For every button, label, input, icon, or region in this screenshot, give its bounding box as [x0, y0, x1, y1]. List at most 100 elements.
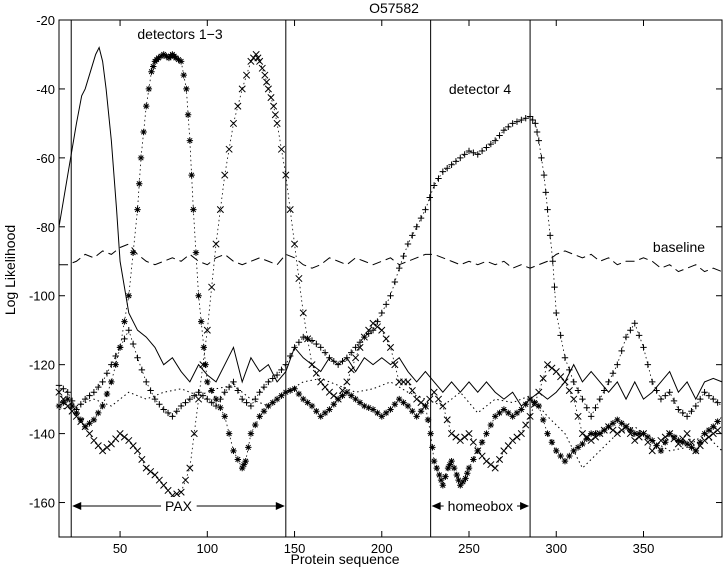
series-detector-3-point: [91, 437, 97, 443]
series-detector-3-point: [488, 461, 494, 467]
series-detector-4-point: [614, 361, 620, 367]
series-detector-2-point: [126, 293, 132, 299]
series-detector-4-point: [121, 336, 127, 342]
series-detector-3-point: [579, 430, 585, 436]
series-detector-2-point: [318, 413, 324, 419]
plot-frame: [59, 20, 722, 537]
series-detector-4-point: [543, 189, 549, 195]
series-detector-2-point: [470, 456, 476, 462]
series-detector-2-point: [566, 453, 572, 459]
series-detector-3-point: [405, 379, 411, 385]
x-tick-label: 50: [113, 541, 127, 556]
series-detector-3-point: [222, 172, 228, 178]
series-detector-3-point: [182, 477, 188, 483]
series-detector-3-point: [632, 437, 638, 443]
series-detector-4-point: [601, 387, 607, 393]
series-detector-2-point: [544, 430, 550, 436]
series-detector-2-point: [313, 408, 319, 414]
series-detector-4-point: [104, 370, 110, 376]
series-detector-2-point: [374, 410, 380, 416]
series-detector-2-point: [138, 155, 144, 161]
series-detector-3-point: [392, 361, 398, 367]
series-detector-4-point: [248, 403, 254, 409]
series-detector-3-point: [259, 65, 265, 71]
series-detector-3-point: [501, 448, 507, 454]
series-detector-3-point: [466, 430, 472, 436]
series-detector-2-point: [434, 465, 440, 471]
series-detector-2-point: [451, 465, 457, 471]
series-detector-2-point: [208, 387, 214, 393]
series-detector-4-point: [541, 172, 547, 178]
series-detector-3-point: [243, 72, 249, 78]
series-detector-4-point: [592, 405, 598, 411]
series-detector-2-point: [187, 137, 193, 143]
series-detector-2-point: [714, 418, 720, 424]
series-detector-3-point: [326, 389, 332, 395]
series-detector-3-point: [322, 384, 328, 390]
series-detector-3-point: [147, 468, 153, 474]
series-detector-3-point: [344, 379, 350, 385]
y-axis-label: Log Likelihood: [2, 225, 18, 315]
series-detector-4-point: [588, 413, 594, 419]
series-detector-3-point: [152, 472, 158, 478]
series-detector-4-point: [570, 379, 576, 385]
series-detector-4-point: [392, 279, 398, 285]
series-detector-4-point: [514, 118, 520, 124]
series-detector-4-point: [627, 327, 633, 333]
x-tick-label: 250: [458, 541, 480, 556]
series-detector-3-point: [248, 58, 254, 64]
series-detector-2-point: [121, 318, 127, 324]
series-detector-3-point: [536, 389, 542, 395]
series-detector-2-point: [178, 58, 184, 64]
series-detector-3-point: [318, 379, 324, 385]
series-detector-3-point: [461, 434, 467, 440]
series-detector-3-point: [379, 327, 385, 333]
series-detector-2-point: [418, 408, 424, 414]
series-detector-4-point: [693, 403, 699, 409]
series-detector-1-line: [59, 48, 722, 406]
series-detector-4-point: [479, 148, 485, 154]
region-pax-arrowhead-left: [72, 502, 81, 510]
series-detector-3-point: [121, 434, 127, 440]
series-detector-2-point: [300, 396, 306, 402]
series-detector-3-point: [383, 336, 389, 342]
series-detector-2-point: [425, 417, 431, 423]
series-detector-2-point: [570, 448, 576, 454]
series-detector-2-point: [331, 401, 337, 407]
series-detector-3-point: [492, 465, 498, 471]
series-detector-4-point: [156, 401, 162, 407]
series-detector-4-point: [256, 389, 262, 395]
series-detector-3-point: [296, 275, 302, 281]
y-tick-label: -80: [36, 220, 55, 235]
series-detector-2-point: [104, 391, 110, 397]
series-detector-4-point: [610, 370, 616, 376]
region-homeobox-arrowhead-left: [432, 502, 441, 510]
series-detector-3-point: [483, 458, 489, 464]
region-homeobox-arrowhead-right: [520, 502, 529, 510]
series-detector-4-point: [605, 379, 611, 385]
series-detector-2-point: [549, 439, 555, 445]
series-detector-3-point: [268, 94, 274, 100]
series-detector-3-point: [444, 417, 450, 423]
series-detector-4-point: [509, 120, 515, 126]
x-axis-label: Protein sequence: [291, 551, 400, 567]
series-detector-2-point: [379, 413, 385, 419]
series-detector-2-point: [575, 444, 581, 450]
annotation-detector-4: detector 4: [449, 81, 511, 97]
series-detector-4-point: [470, 149, 476, 155]
series-detector-3-point: [557, 374, 563, 380]
series-detector-4-point: [400, 253, 406, 259]
series-detector-3-point: [270, 103, 276, 109]
series-detector-2-point: [204, 379, 210, 385]
series-detector-3-point: [479, 453, 485, 459]
series-detector-2-point: [505, 410, 511, 416]
series-detector-3-point: [160, 482, 166, 488]
series-detector-2-point: [86, 420, 92, 426]
region-homeobox-label: homeobox: [448, 498, 513, 514]
series-detector-2-point: [296, 391, 302, 397]
series-detector-3-point: [544, 361, 550, 367]
series-detector-2-point: [181, 72, 187, 78]
annotation-baseline: baseline: [653, 239, 705, 255]
series-detector-2-point: [514, 410, 520, 416]
annotation-detectors-1-3: detectors 1−3: [137, 26, 222, 42]
